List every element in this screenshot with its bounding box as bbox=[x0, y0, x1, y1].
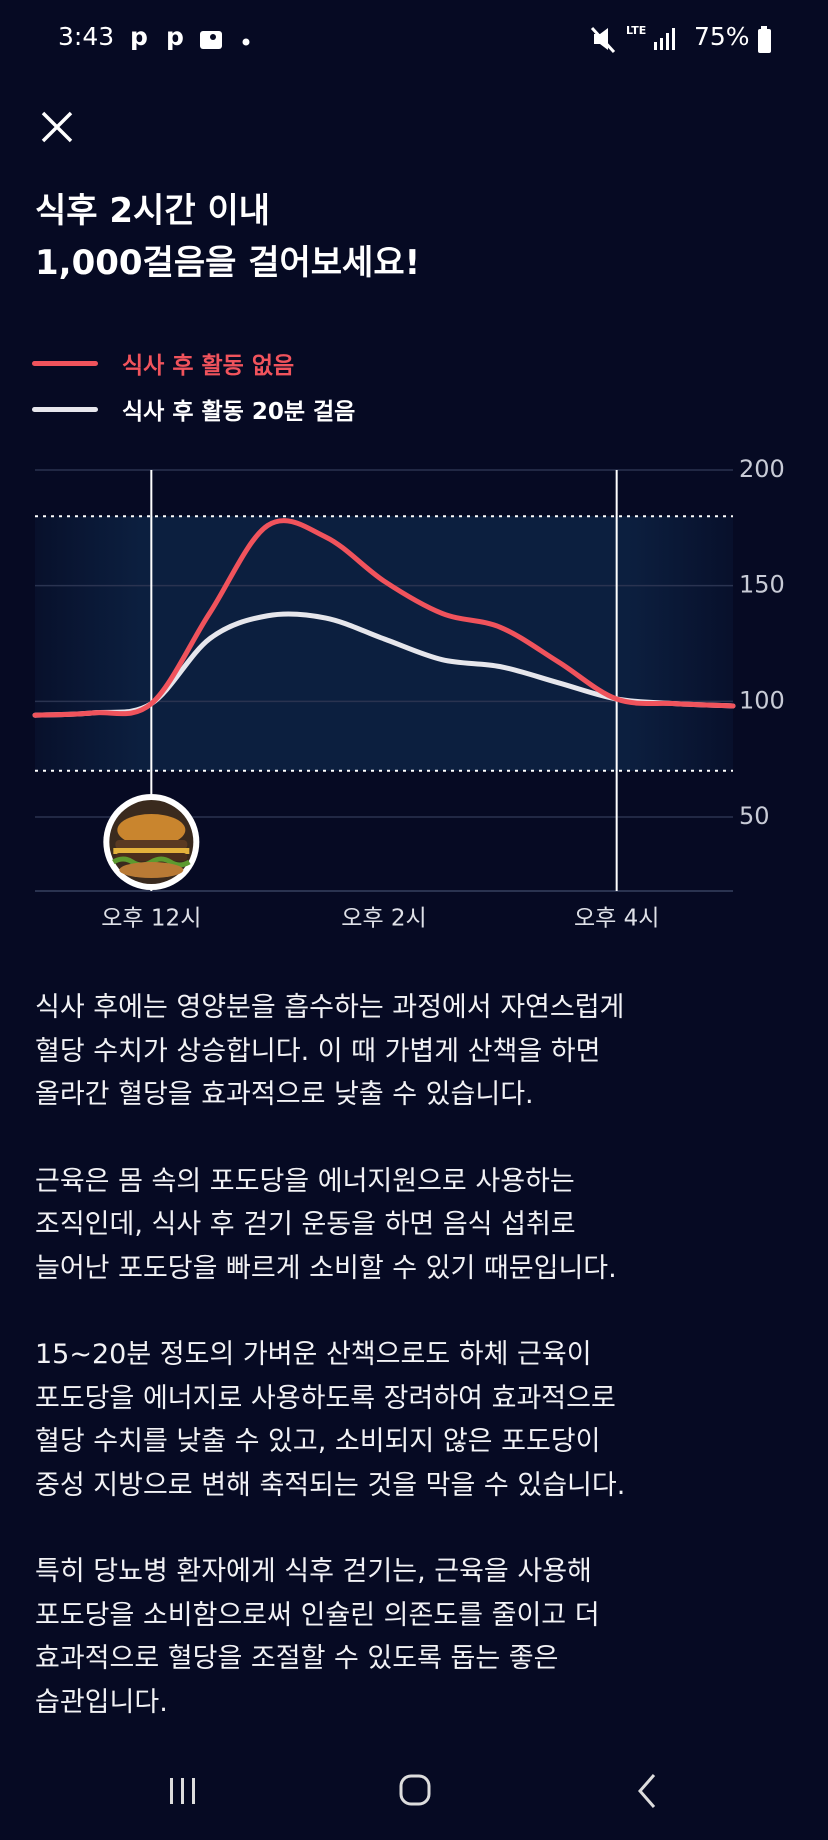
x-tick-label: 오후 4시 bbox=[574, 906, 659, 932]
legend-label: 식사 후 활동 없음 bbox=[122, 353, 295, 379]
x-tick-label: 오후 2시 bbox=[341, 906, 426, 932]
legend-swatch bbox=[32, 360, 98, 366]
meal-icon bbox=[103, 794, 200, 890]
text-line: 혈당 수치를 낮출 수 있고, 소비되지 않은 포도당이 bbox=[35, 1426, 601, 1457]
legend-label: 식사 후 활동 20분 걸음 bbox=[122, 399, 356, 425]
status-icons bbox=[200, 31, 250, 49]
nav-bar bbox=[170, 1774, 656, 1808]
text-line: 늘어난 포도당을 빠르게 소비할 수 있기 때문입니다. bbox=[35, 1252, 617, 1284]
notification-icon: p bbox=[166, 22, 184, 51]
text-line: 조직인데, 식사 후 걷기 운동을 하면 음식 섭취로 bbox=[35, 1209, 576, 1240]
target-band bbox=[35, 516, 733, 771]
text-line: 중성 지방으로 변해 축적되는 것을 막을 수 있습니다. bbox=[35, 1469, 626, 1501]
network: LTE bbox=[626, 24, 647, 37]
x-tick-label: 오후 12시 bbox=[101, 906, 201, 932]
text-line: 포도당을 에너지로 사용하도록 장려하여 효과적으로 bbox=[35, 1382, 616, 1414]
text-line: 혈당 수치가 상승합니다. 이 때 가볍게 산책을 하면 bbox=[35, 1035, 601, 1067]
status-bar: 3:43 p p LTE 75% bbox=[0, 22, 828, 62]
text-line: 올라간 혈당을 효과적으로 낮출 수 있습니다. bbox=[35, 1079, 534, 1110]
back-button[interactable] bbox=[638, 1774, 656, 1808]
y-tick-label: 150 bbox=[739, 571, 785, 599]
clock: 3:43 bbox=[58, 22, 115, 51]
text-line: 식사 후에는 영양분을 흡수하는 과정에서 자연스럽게 bbox=[35, 992, 625, 1023]
text-line: 근육은 몸 속의 포도당을 에너지원으로 사용하는 bbox=[35, 1165, 575, 1197]
series-line bbox=[32, 518, 736, 718]
battery-text: 75% bbox=[694, 22, 750, 51]
text-line: 15~20분 정도의 가벼운 산책으로도 하체 근육이 bbox=[35, 1339, 592, 1370]
text-line: 효과적으로 혈당을 조절할 수 있도록 돕는 좋은 bbox=[35, 1643, 559, 1674]
title: 식후 2시간 이내 1,000걸음을 걸어보세요! bbox=[35, 185, 420, 289]
legend-item: 식사 후 활동 없음 bbox=[32, 340, 355, 386]
signal-icons bbox=[590, 26, 675, 54]
title-line: 1,000걸음을 걸어보세요! bbox=[35, 243, 421, 283]
recent-apps-button[interactable] bbox=[170, 1778, 195, 1804]
battery-icon bbox=[758, 26, 771, 53]
y-tick-label: 50 bbox=[739, 802, 770, 830]
home-button[interactable] bbox=[399, 1774, 431, 1806]
chart: 50 100 150 200 오후 12시 오후 2시 오후 4시 bbox=[32, 455, 785, 932]
text-line: 습관입니다. bbox=[35, 1686, 168, 1718]
y-tick-label: 200 bbox=[739, 455, 785, 483]
title-line: 식후 2시간 이내 bbox=[35, 191, 271, 231]
close-button[interactable] bbox=[40, 110, 74, 144]
text-line: 특히 당뇨병 환자에게 식후 걷기는, 근육을 사용해 bbox=[35, 1556, 592, 1587]
text-line: 포도당을 소비함으로써 인슐린 의존도를 줄이고 더 bbox=[35, 1599, 600, 1631]
notification-icon: p bbox=[130, 22, 148, 51]
y-tick-label: 100 bbox=[739, 686, 785, 714]
legend-item: 식사 후 활동 20분 걸음 bbox=[32, 386, 355, 432]
legend-swatch bbox=[32, 406, 98, 412]
